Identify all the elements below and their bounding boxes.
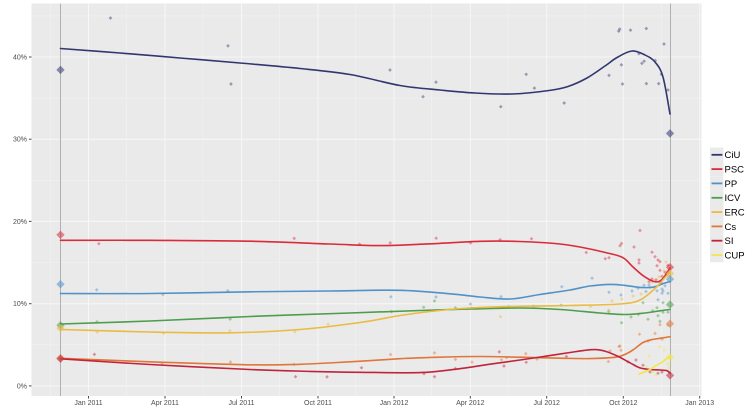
svg-text:40%: 40% <box>13 55 27 62</box>
svg-text:Jul 2012: Jul 2012 <box>533 400 560 407</box>
svg-text:CUP: CUP <box>725 251 745 262</box>
svg-text:Jan 2011: Jan 2011 <box>74 400 102 407</box>
svg-text:CiU: CiU <box>725 150 741 161</box>
svg-text:ICV: ICV <box>725 193 742 204</box>
svg-text:Jul 2011: Jul 2011 <box>229 400 255 407</box>
svg-text:Jan 2012: Jan 2012 <box>380 400 409 407</box>
svg-text:Jan 2013: Jan 2013 <box>685 400 714 407</box>
svg-text:PSC: PSC <box>725 165 745 176</box>
svg-text:Apr 2011: Apr 2011 <box>151 400 179 407</box>
svg-text:Oct 2011: Oct 2011 <box>304 400 332 407</box>
svg-text:30%: 30% <box>13 137 27 144</box>
svg-text:PP: PP <box>725 179 738 190</box>
svg-text:ERC: ERC <box>725 208 745 219</box>
svg-text:10%: 10% <box>13 301 27 308</box>
svg-text:Cs: Cs <box>725 222 737 233</box>
svg-text:Apr 2012: Apr 2012 <box>456 400 485 407</box>
svg-text:20%: 20% <box>13 219 27 226</box>
svg-text:Oct 2012: Oct 2012 <box>609 400 638 407</box>
svg-text:0%: 0% <box>17 383 27 390</box>
svg-text:SI: SI <box>725 236 734 247</box>
